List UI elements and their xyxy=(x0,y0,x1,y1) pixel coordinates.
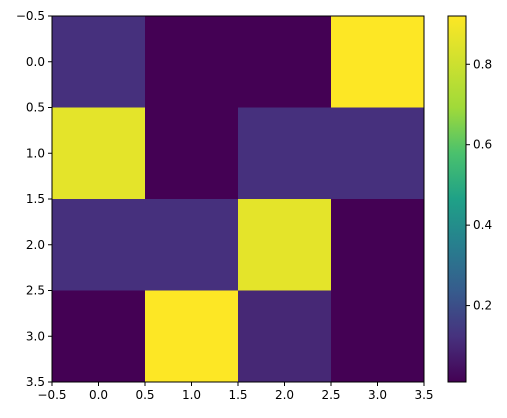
x-tick-label: 2.0 xyxy=(275,388,294,402)
colorbar-tick-label: 0.2 xyxy=(473,299,492,313)
x-tick-label: 3.0 xyxy=(368,388,387,402)
y-tick-label: 0.0 xyxy=(26,55,45,69)
y-tick-label: 2.5 xyxy=(26,284,45,298)
y-tick-label: 3.5 xyxy=(26,375,45,389)
heatmap-cell xyxy=(52,16,145,108)
heatmap-cell xyxy=(331,199,424,291)
x-axis: −0.5 0.0 0.5 1.0 1.5 2.0 2.5 3.0 3.5 xyxy=(37,382,434,402)
heatmap-cell xyxy=(238,199,331,291)
y-tick-label: 3.0 xyxy=(26,329,45,343)
heatmap-cell xyxy=(331,16,424,108)
y-tick-label: 1.5 xyxy=(26,192,45,206)
y-tick-label: 0.5 xyxy=(26,101,45,115)
heatmap-cell xyxy=(145,199,238,291)
heatmap-cell xyxy=(145,107,238,199)
colorbar-tick-label: 0.4 xyxy=(473,218,492,232)
heatmap-cell xyxy=(145,16,238,108)
x-tick-label: 2.5 xyxy=(321,388,340,402)
x-tick-label: −0.5 xyxy=(37,388,66,402)
heatmap-cell xyxy=(52,290,145,382)
y-tick-label: −0.5 xyxy=(16,9,45,23)
heatmap-cell xyxy=(238,107,331,199)
heatmap-cell xyxy=(238,16,331,108)
y-axis: −0.5 0.0 0.5 1.0 1.5 2.0 2.5 3.0 3.5 xyxy=(16,9,52,389)
heatmap-cell xyxy=(52,107,145,199)
y-tick-label: 1.0 xyxy=(26,146,45,160)
x-tick-label: 0.0 xyxy=(89,388,108,402)
heatmap-cell xyxy=(331,107,424,199)
heatmap-cell xyxy=(52,199,145,291)
colorbar-ticks: 0.2 0.4 0.6 0.8 xyxy=(466,57,492,313)
x-tick-label: 1.0 xyxy=(182,388,201,402)
colorbar xyxy=(447,15,467,383)
colorbar-tick-label: 0.6 xyxy=(473,138,492,152)
heatmap-cells xyxy=(52,16,424,382)
x-tick-label: 0.5 xyxy=(135,388,154,402)
heatmap-cell xyxy=(331,290,424,382)
x-tick-label: 1.5 xyxy=(228,388,247,402)
x-tick-label: 3.5 xyxy=(414,388,433,402)
y-tick-label: 2.0 xyxy=(26,238,45,252)
heatmap-cell xyxy=(238,290,331,382)
colorbar-tick-label: 0.8 xyxy=(473,57,492,71)
heatmap-cell xyxy=(145,290,238,382)
